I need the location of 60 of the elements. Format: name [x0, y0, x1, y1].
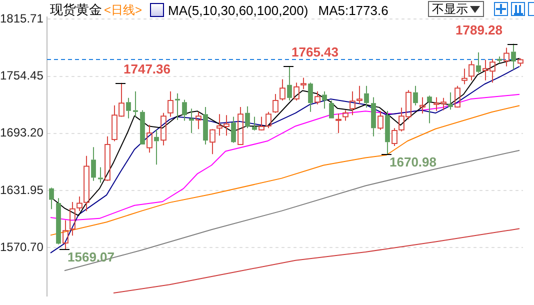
candlestick — [175, 92, 180, 121]
y-tick-label: 1754.45 — [0, 68, 44, 83]
candlestick — [322, 90, 327, 110]
candlestick — [287, 66, 292, 101]
chart-subtitle: <日线> — [104, 2, 142, 18]
candlestick — [203, 106, 208, 145]
annotation: MA(5,10,30,60,100,200) — [168, 2, 308, 18]
candlestick — [272, 94, 278, 114]
candlestick — [252, 116, 257, 130]
candlestick — [336, 113, 342, 134]
annotation: 1747.36 — [124, 61, 170, 76]
candlestick — [504, 47, 510, 67]
candlestick — [427, 95, 432, 124]
candlestick — [84, 155, 90, 212]
candlestick — [413, 85, 418, 106]
candlestick — [182, 99, 187, 122]
candlestick — [385, 110, 390, 155]
candlestick — [497, 56, 502, 64]
candlestick — [308, 82, 313, 112]
annotation: MA5:1773.6 — [318, 2, 388, 18]
annotation: 1670.98 — [390, 154, 436, 170]
candlestick — [146, 124, 152, 154]
y-tick-label: 1570.70 — [0, 240, 44, 254]
candlestick — [238, 106, 244, 145]
candlestick — [140, 110, 145, 144]
candlestick — [210, 129, 216, 155]
candlestick — [300, 77, 306, 90]
y-tick-label: 1815.71 — [0, 11, 44, 26]
candlestick — [104, 136, 110, 181]
candlestick — [56, 198, 61, 244]
annotation: 1569.07 — [68, 250, 114, 265]
candlestick — [420, 96, 426, 114]
candlestick — [245, 106, 250, 129]
annotation: 1765.43 — [292, 44, 338, 60]
candlestick — [371, 96, 376, 137]
candlestick — [329, 100, 334, 118]
text: 不显示 — [432, 0, 468, 18]
candlestick — [76, 196, 82, 212]
y-tick-label: 1693.20 — [0, 126, 44, 140]
candlestick — [133, 90, 138, 118]
candlestick — [154, 129, 159, 166]
candlestick — [62, 220, 68, 250]
candlestick — [364, 85, 369, 108]
candlestick — [280, 78, 286, 101]
annotation: 1789.28 — [456, 22, 503, 38]
candlestick — [518, 58, 524, 67]
chart-title: 现货黄金 — [50, 1, 102, 19]
candlestick — [462, 68, 468, 85]
candlestick — [70, 201, 76, 236]
candlestick — [126, 97, 131, 119]
candlestick — [196, 111, 202, 130]
candlestick — [98, 166, 103, 184]
candlestick — [49, 188, 54, 210]
candlestick — [476, 52, 481, 74]
y-tick-label: 1631.95 — [0, 182, 44, 197]
candlestick — [91, 146, 96, 182]
candlestick — [448, 92, 453, 110]
candlestick — [231, 116, 236, 142]
candlestick — [511, 43, 516, 70]
candlestick — [168, 90, 174, 118]
